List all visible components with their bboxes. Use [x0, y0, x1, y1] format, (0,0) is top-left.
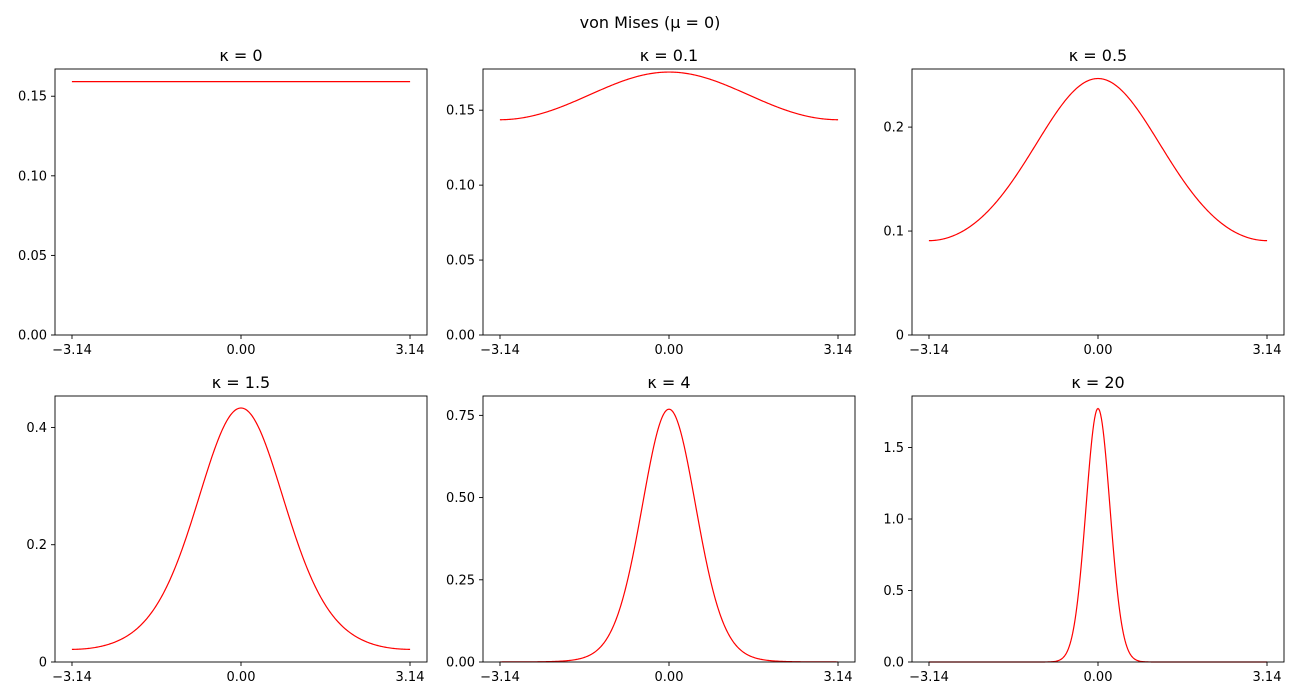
- y-tick-label: 0.4: [26, 421, 47, 436]
- x-tick-label: 0.00: [655, 670, 684, 685]
- x-tick-label: 3.14: [824, 343, 853, 358]
- axes-frame: [54, 68, 428, 336]
- y-tick-label: 0.2: [26, 538, 47, 553]
- y-tick-label: 1.0: [883, 513, 904, 528]
- x-tick-label: 3.14: [1253, 670, 1282, 685]
- x-tick-label: 0.00: [1084, 670, 1113, 685]
- density-curve: [499, 408, 839, 663]
- y-tick-label: 0.10: [446, 179, 475, 194]
- y-tick-label: 1.5: [883, 441, 904, 456]
- x-tick-label: 3.14: [396, 343, 425, 358]
- y-tick-label: 0.1: [883, 225, 904, 240]
- subplot-3: κ = 0.5 −3.14 0.00 3.14 0 0.1 0.2: [883, 46, 1285, 358]
- x-tick-label: 0.00: [227, 343, 256, 358]
- axes-frame: [482, 395, 856, 663]
- y-tick-label: 0.05: [446, 254, 475, 269]
- x-tick-label: −3.14: [480, 343, 520, 358]
- density-curve: [928, 77, 1268, 242]
- axes-frame: [482, 68, 856, 336]
- y-tick-label: 0.75: [446, 409, 475, 424]
- x-tick-label: 3.14: [396, 670, 425, 685]
- y-tick-label: 0: [39, 656, 47, 671]
- x-tick-label: 3.14: [824, 670, 853, 685]
- subplot-4: κ = 1.5 −3.14 0.00 3.14 0 0.2 0.4: [26, 373, 428, 685]
- axes-frame: [54, 395, 428, 663]
- density-curve: [71, 407, 411, 650]
- x-tick-label: 0.00: [655, 343, 684, 358]
- subplot-title: κ = 0.1: [640, 46, 698, 65]
- x-tick-label: −3.14: [52, 343, 92, 358]
- figure-title: von Mises (μ = 0): [580, 13, 721, 32]
- y-tick-label: 0.0: [883, 656, 904, 671]
- subplot-title: κ = 1.5: [212, 373, 270, 392]
- y-tick-label: 0.00: [446, 329, 475, 344]
- y-tick-label: 0.50: [446, 491, 475, 506]
- y-tick-label: 0.00: [18, 329, 47, 344]
- subplot-title: κ = 0.5: [1069, 46, 1127, 65]
- subplot-6: κ = 20 −3.14 0.00 3.14 0.0 0.5 1.0 1.5: [883, 373, 1285, 685]
- subplot-title: κ = 0: [219, 46, 262, 65]
- density-curve: [499, 71, 839, 121]
- x-tick-label: −3.14: [909, 670, 949, 685]
- x-tick-label: 0.00: [1084, 343, 1113, 358]
- axes-frame: [911, 68, 1285, 336]
- x-tick-label: −3.14: [52, 670, 92, 685]
- x-tick-label: −3.14: [909, 343, 949, 358]
- y-tick-label: 0.15: [446, 104, 475, 119]
- subplot-title: κ = 4: [647, 373, 690, 392]
- axes-frame: [911, 395, 1285, 663]
- y-tick-label: 0: [896, 329, 904, 344]
- y-tick-label: 0.5: [883, 584, 904, 599]
- y-tick-label: 0.10: [18, 169, 47, 184]
- y-tick-label: 0.05: [18, 249, 47, 264]
- y-tick-label: 0.25: [446, 573, 475, 588]
- y-tick-label: 0.00: [446, 656, 475, 671]
- x-tick-label: 3.14: [1253, 343, 1282, 358]
- subplot-title: κ = 20: [1071, 373, 1124, 392]
- subplot-2: κ = 0.1 −3.14 0.00 3.14 0.00 0.05 0.10 0.15: [446, 46, 856, 358]
- x-tick-label: 0.00: [227, 670, 256, 685]
- y-tick-label: 0.2: [883, 121, 904, 136]
- x-tick-label: −3.14: [480, 670, 520, 685]
- y-tick-label: 0.15: [18, 90, 47, 105]
- subplot-1: κ = 0 −3.14 0.00 3.14 0.00 0.05 0.10 0.15: [18, 46, 428, 358]
- subplot-5: κ = 4 −3.14 0.00 3.14 0.00 0.25 0.50 0.75: [446, 373, 856, 685]
- density-curve: [928, 407, 1268, 663]
- subplot-grid: κ = 0−3.14 0.00 3.140.000.050.100.15κ = 0.…: [18, 46, 1285, 685]
